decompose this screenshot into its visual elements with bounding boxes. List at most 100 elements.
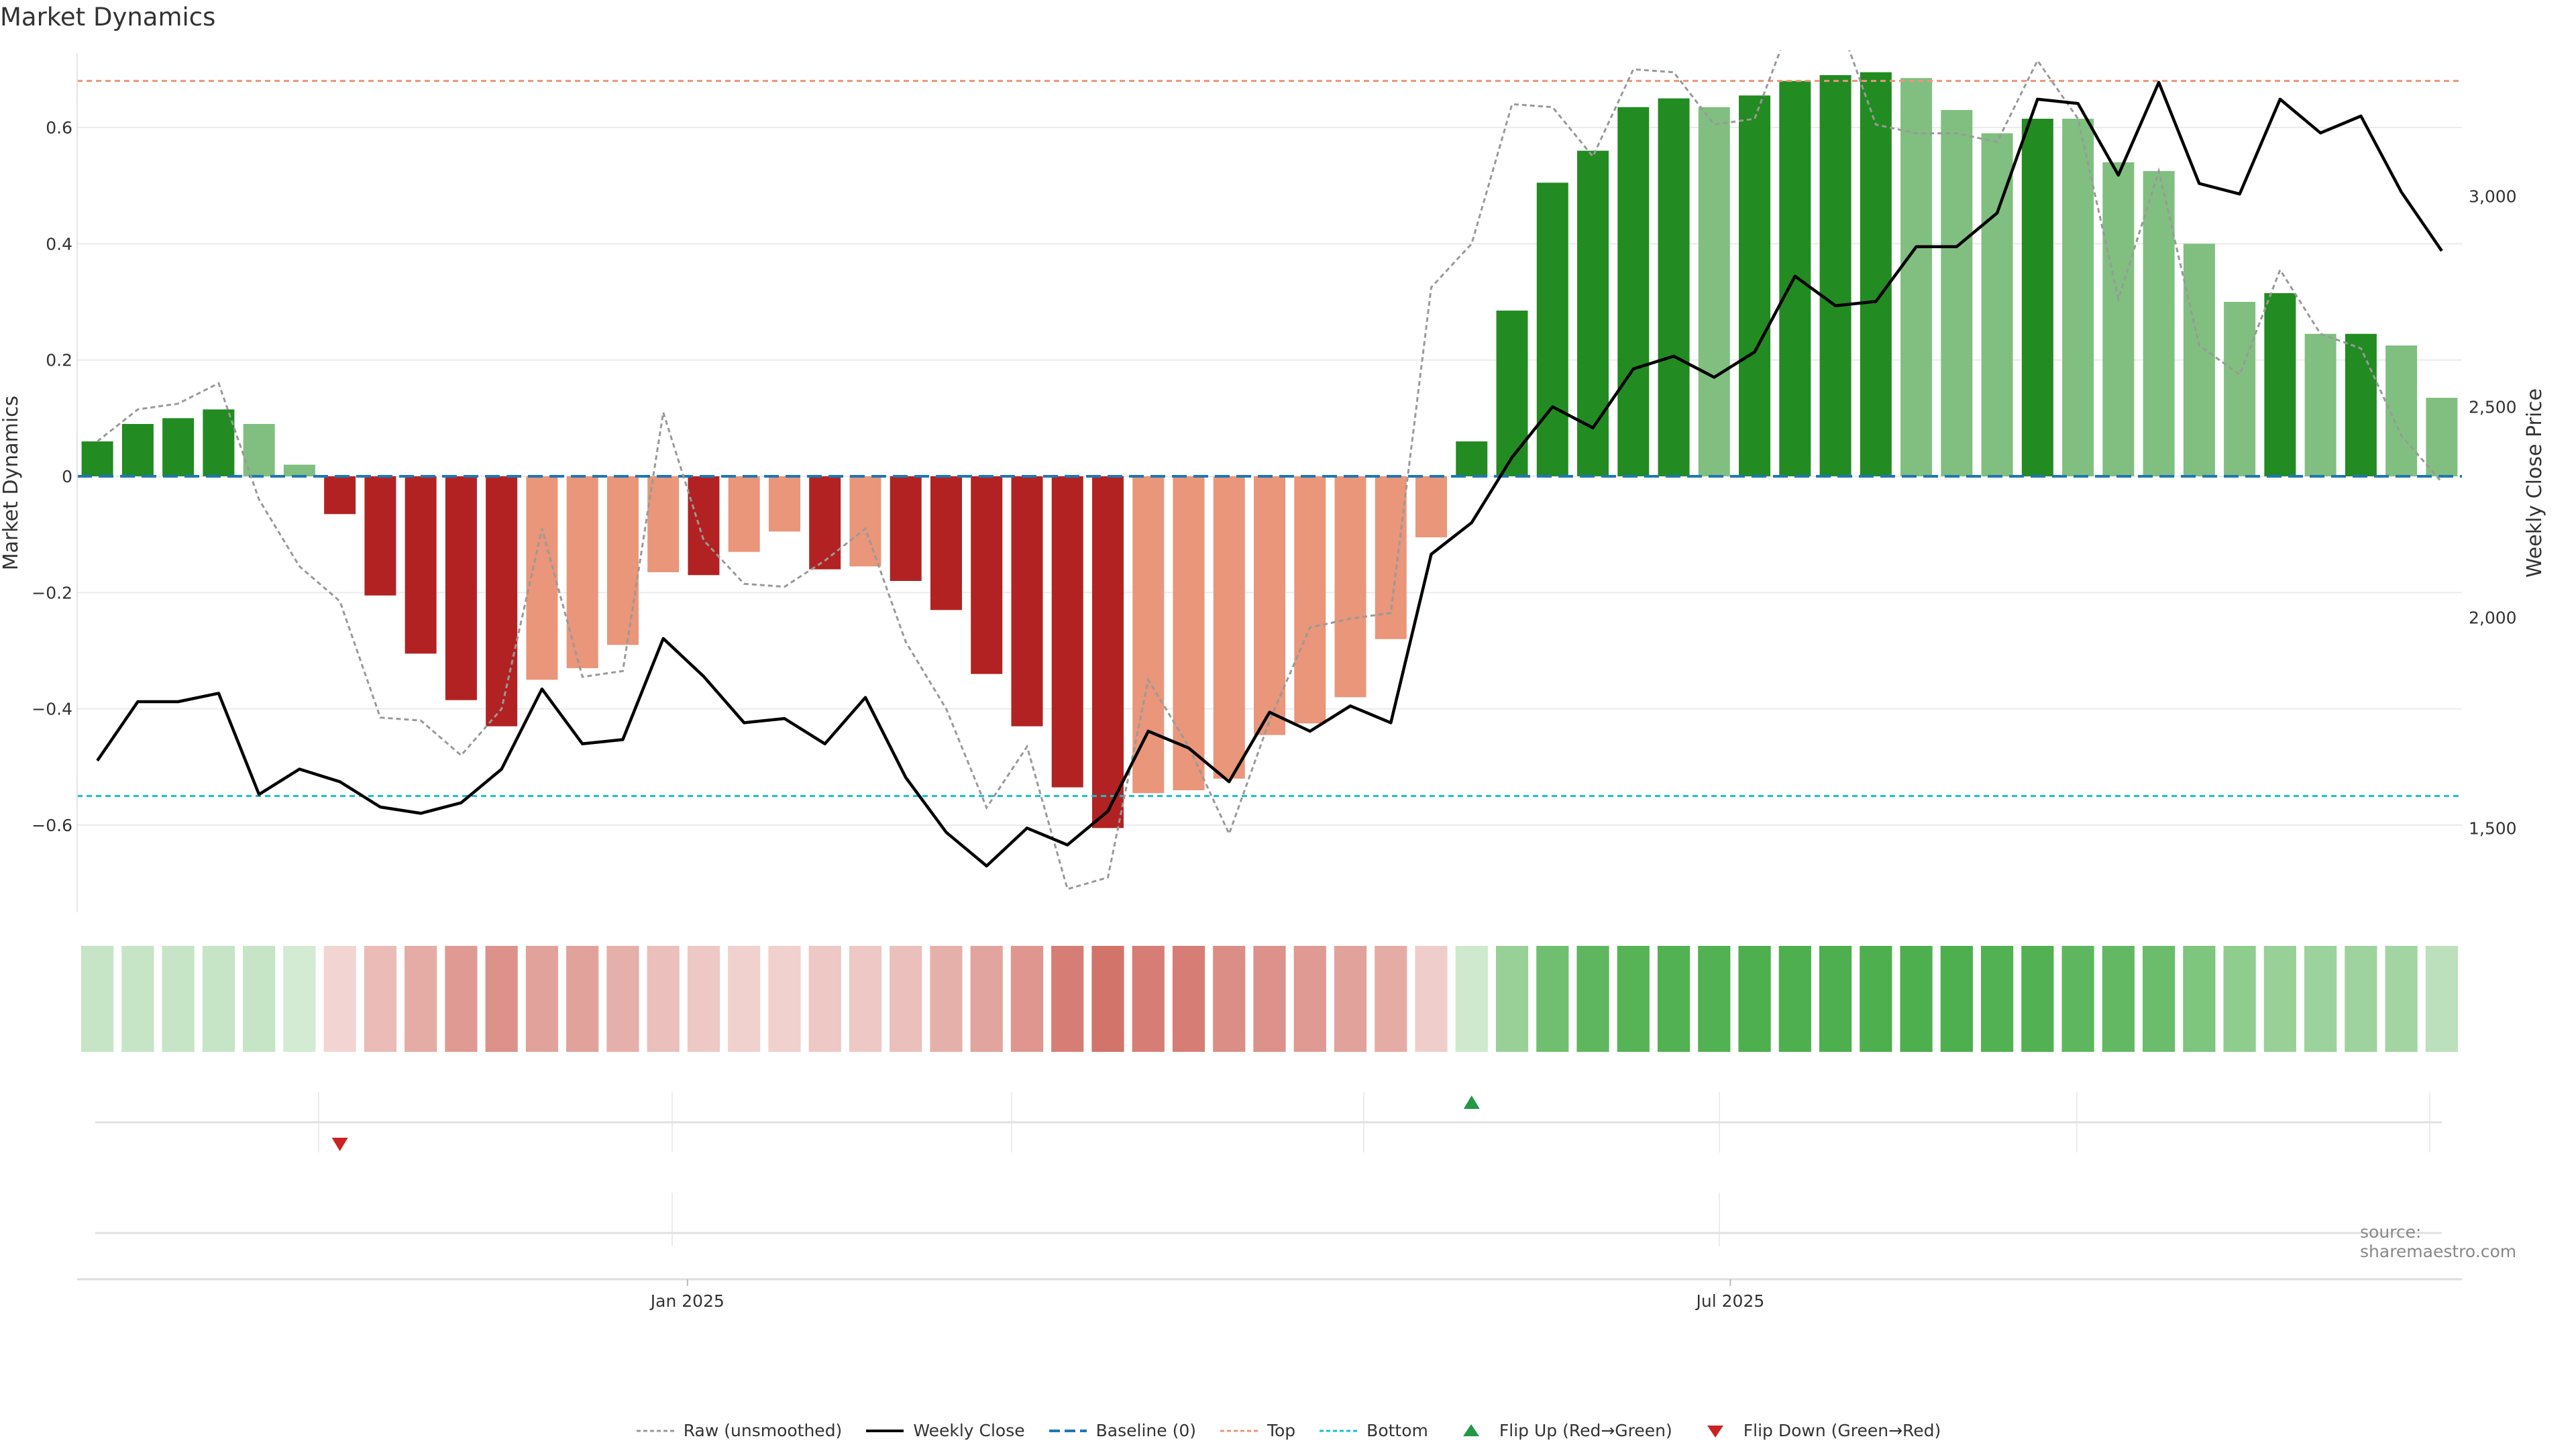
bar: [364, 476, 396, 596]
shade-cell: [1657, 946, 1690, 1052]
bar: [2224, 302, 2256, 476]
shade-cell: [1213, 946, 1246, 1052]
shade-cell: [121, 946, 154, 1052]
bar: [283, 464, 315, 476]
bar: [445, 476, 477, 700]
shade-cell: [81, 946, 114, 1052]
bar: [1132, 476, 1165, 794]
shade-cell: [1536, 946, 1569, 1052]
shade-cell: [2061, 946, 2094, 1052]
bar: [809, 476, 841, 570]
shade-cell: [2223, 946, 2256, 1052]
bar: [2021, 119, 2053, 476]
legend-swatch-flip_up: [1462, 1424, 1479, 1436]
y-axis-label: Market Dynamics: [0, 396, 23, 571]
shade-cell: [1051, 946, 1084, 1052]
bar: [728, 476, 760, 552]
legend-flip-down-icon: [1707, 1425, 1723, 1438]
shade-cell: [1617, 946, 1650, 1052]
bar: [1011, 476, 1043, 727]
bar: [2183, 244, 2215, 476]
bar: [1536, 182, 1568, 476]
y2-axis-label: Weekly Close Price: [2523, 388, 2546, 578]
y2-tick-label: 2,500: [2469, 397, 2517, 417]
flip-markers-layer: [95, 1092, 2442, 1246]
shade-cell: [1132, 946, 1165, 1052]
legend: Raw (unsmoothed) Weekly Close Baseline (0)…: [0, 1421, 2576, 1440]
reference-lines-layer: [77, 80, 2462, 798]
shade-cell: [1375, 946, 1407, 1052]
bar: [1739, 95, 1771, 477]
bar: [1456, 441, 1488, 476]
bar: [162, 418, 195, 476]
shade-cell: [687, 946, 720, 1052]
bar: [930, 476, 962, 610]
bar: [324, 476, 356, 515]
bar: [1658, 98, 1690, 476]
lines-layer: [96, 50, 2443, 891]
bar: [2062, 119, 2094, 476]
shade-cell: [445, 946, 478, 1052]
legend-item-flip_down: Flip Down (Green→Red): [1695, 1421, 1941, 1440]
legend-swatch-bottom: [1320, 1430, 1358, 1432]
bar: [121, 424, 154, 476]
weekly-close-line: [96, 80, 2443, 868]
y-tick-label: 0.2: [46, 351, 72, 370]
chart-title: Market Dynamics: [0, 3, 216, 32]
bar: [768, 476, 800, 532]
bar: [1860, 72, 1892, 476]
bar: [1415, 476, 1448, 537]
shade-cell: [890, 946, 922, 1052]
y-tick-label: −0.4: [32, 700, 72, 719]
shade-cell: [2021, 946, 2054, 1052]
bar: [971, 476, 1003, 674]
bar: [1698, 107, 1730, 476]
source-note: source: sharemaestro.com: [2360, 1222, 2517, 1261]
y2-tick-label: 1,500: [2469, 818, 2517, 838]
y2-tick-label: 3,000: [2469, 186, 2517, 206]
bar: [1900, 78, 1933, 477]
bar: [1981, 133, 2013, 476]
shade-cell: [485, 946, 518, 1052]
shade-cell: [1778, 946, 1811, 1052]
bar: [2304, 333, 2337, 476]
bar: [203, 409, 235, 476]
y2-tick-label: 2,000: [2469, 608, 2517, 627]
legend-item-bottom: Bottom: [1318, 1421, 1428, 1440]
bar: [405, 476, 437, 654]
bar: [1173, 476, 1205, 790]
legend-label: Flip Up (Red→Green): [1499, 1421, 1672, 1440]
legend-flip-up-icon: [1462, 1424, 1479, 1436]
y-tick-label: 0: [62, 467, 72, 486]
bar: [1294, 476, 1326, 724]
legend-label: Weekly Close: [913, 1421, 1025, 1440]
legend-swatch-flip_down: [1707, 1425, 1723, 1438]
bar: [1213, 476, 1245, 779]
bar: [1334, 476, 1366, 698]
x-tick-label: Jan 2025: [649, 1291, 724, 1311]
shade-cell: [566, 946, 599, 1052]
shade-cell: [283, 946, 316, 1052]
bar: [2345, 333, 2377, 476]
flip-down-marker: [331, 1138, 348, 1151]
shade-cell: [2142, 946, 2176, 1052]
y-tick-label: −0.2: [32, 583, 72, 602]
shade-cell: [647, 946, 680, 1052]
y-tick-label: 0.4: [46, 234, 72, 254]
shade-cell: [1415, 946, 1448, 1052]
bar: [1254, 476, 1285, 735]
shade-cell: [1495, 946, 1529, 1052]
bar: [2385, 345, 2418, 476]
bar: [1375, 476, 1407, 639]
shade-cell: [364, 946, 397, 1052]
shade-cell: [405, 946, 437, 1052]
legend-swatch-raw: [636, 1430, 674, 1432]
shade-cell: [1091, 946, 1124, 1052]
legend-swatch-top: [1220, 1430, 1258, 1432]
bar: [647, 476, 680, 572]
shade-cell: [930, 946, 963, 1052]
legend-item-top: Top: [1219, 1421, 1295, 1440]
shade-cell: [1900, 946, 1933, 1052]
shade-cell: [728, 946, 761, 1052]
legend-label: Flip Down (Green→Red): [1743, 1421, 1941, 1440]
